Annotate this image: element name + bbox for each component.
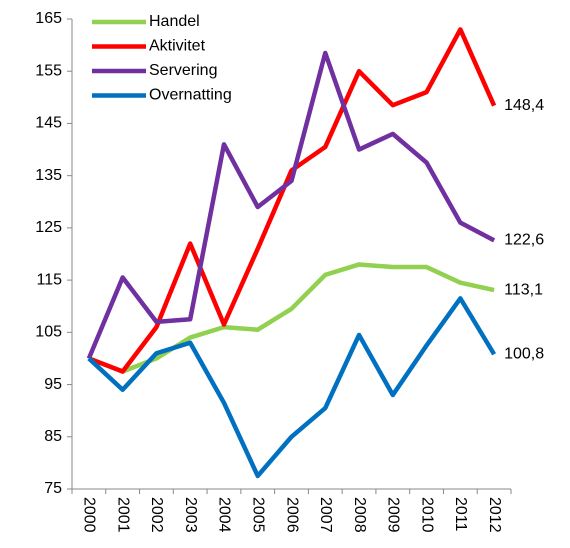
y-tick-label: 85 [44,428,62,445]
x-tick-label: 2003 [182,497,199,533]
series-line [87,296,497,479]
y-tick-label: 155 [35,62,62,79]
x-tick-label: 2012 [486,497,503,533]
legend-label: Handel [149,13,200,30]
data-label: 113,1 [504,281,543,298]
x-tick-label: 2008 [351,497,368,533]
y-tick-label: 75 [44,480,62,497]
data-label: 122,6 [504,232,544,249]
x-tick-label: 2011 [452,497,469,532]
legend-label: Aktivitet [149,38,206,55]
series-line [88,27,497,374]
series-line [88,262,495,374]
legend-label: Overnatting [149,87,232,104]
x-tick-label: 2009 [385,497,402,533]
series-line [86,50,496,360]
data-label: 100,8 [504,345,544,362]
x-tick-label: 2010 [418,497,435,533]
x-tick-label: 2007 [317,497,334,533]
x-tick-label: 2006 [283,497,300,533]
x-tick-label: 2002 [148,497,165,533]
x-tick-label: 2005 [249,497,266,533]
x-tick-label: 2004 [216,497,233,533]
data-label: 148,4 [504,97,544,114]
y-tick-label: 125 [35,219,62,236]
x-tick-label: 2000 [81,497,98,533]
x-tick-label: 2001 [114,497,131,533]
y-tick-label: 165 [35,10,62,27]
y-tick-label: 95 [44,376,62,393]
y-tick-label: 115 [36,271,62,288]
y-tick-label: 105 [35,324,62,341]
legend-label: Servering [149,62,217,79]
y-tick-label: 135 [35,167,62,184]
y-tick-label: 145 [35,115,62,132]
